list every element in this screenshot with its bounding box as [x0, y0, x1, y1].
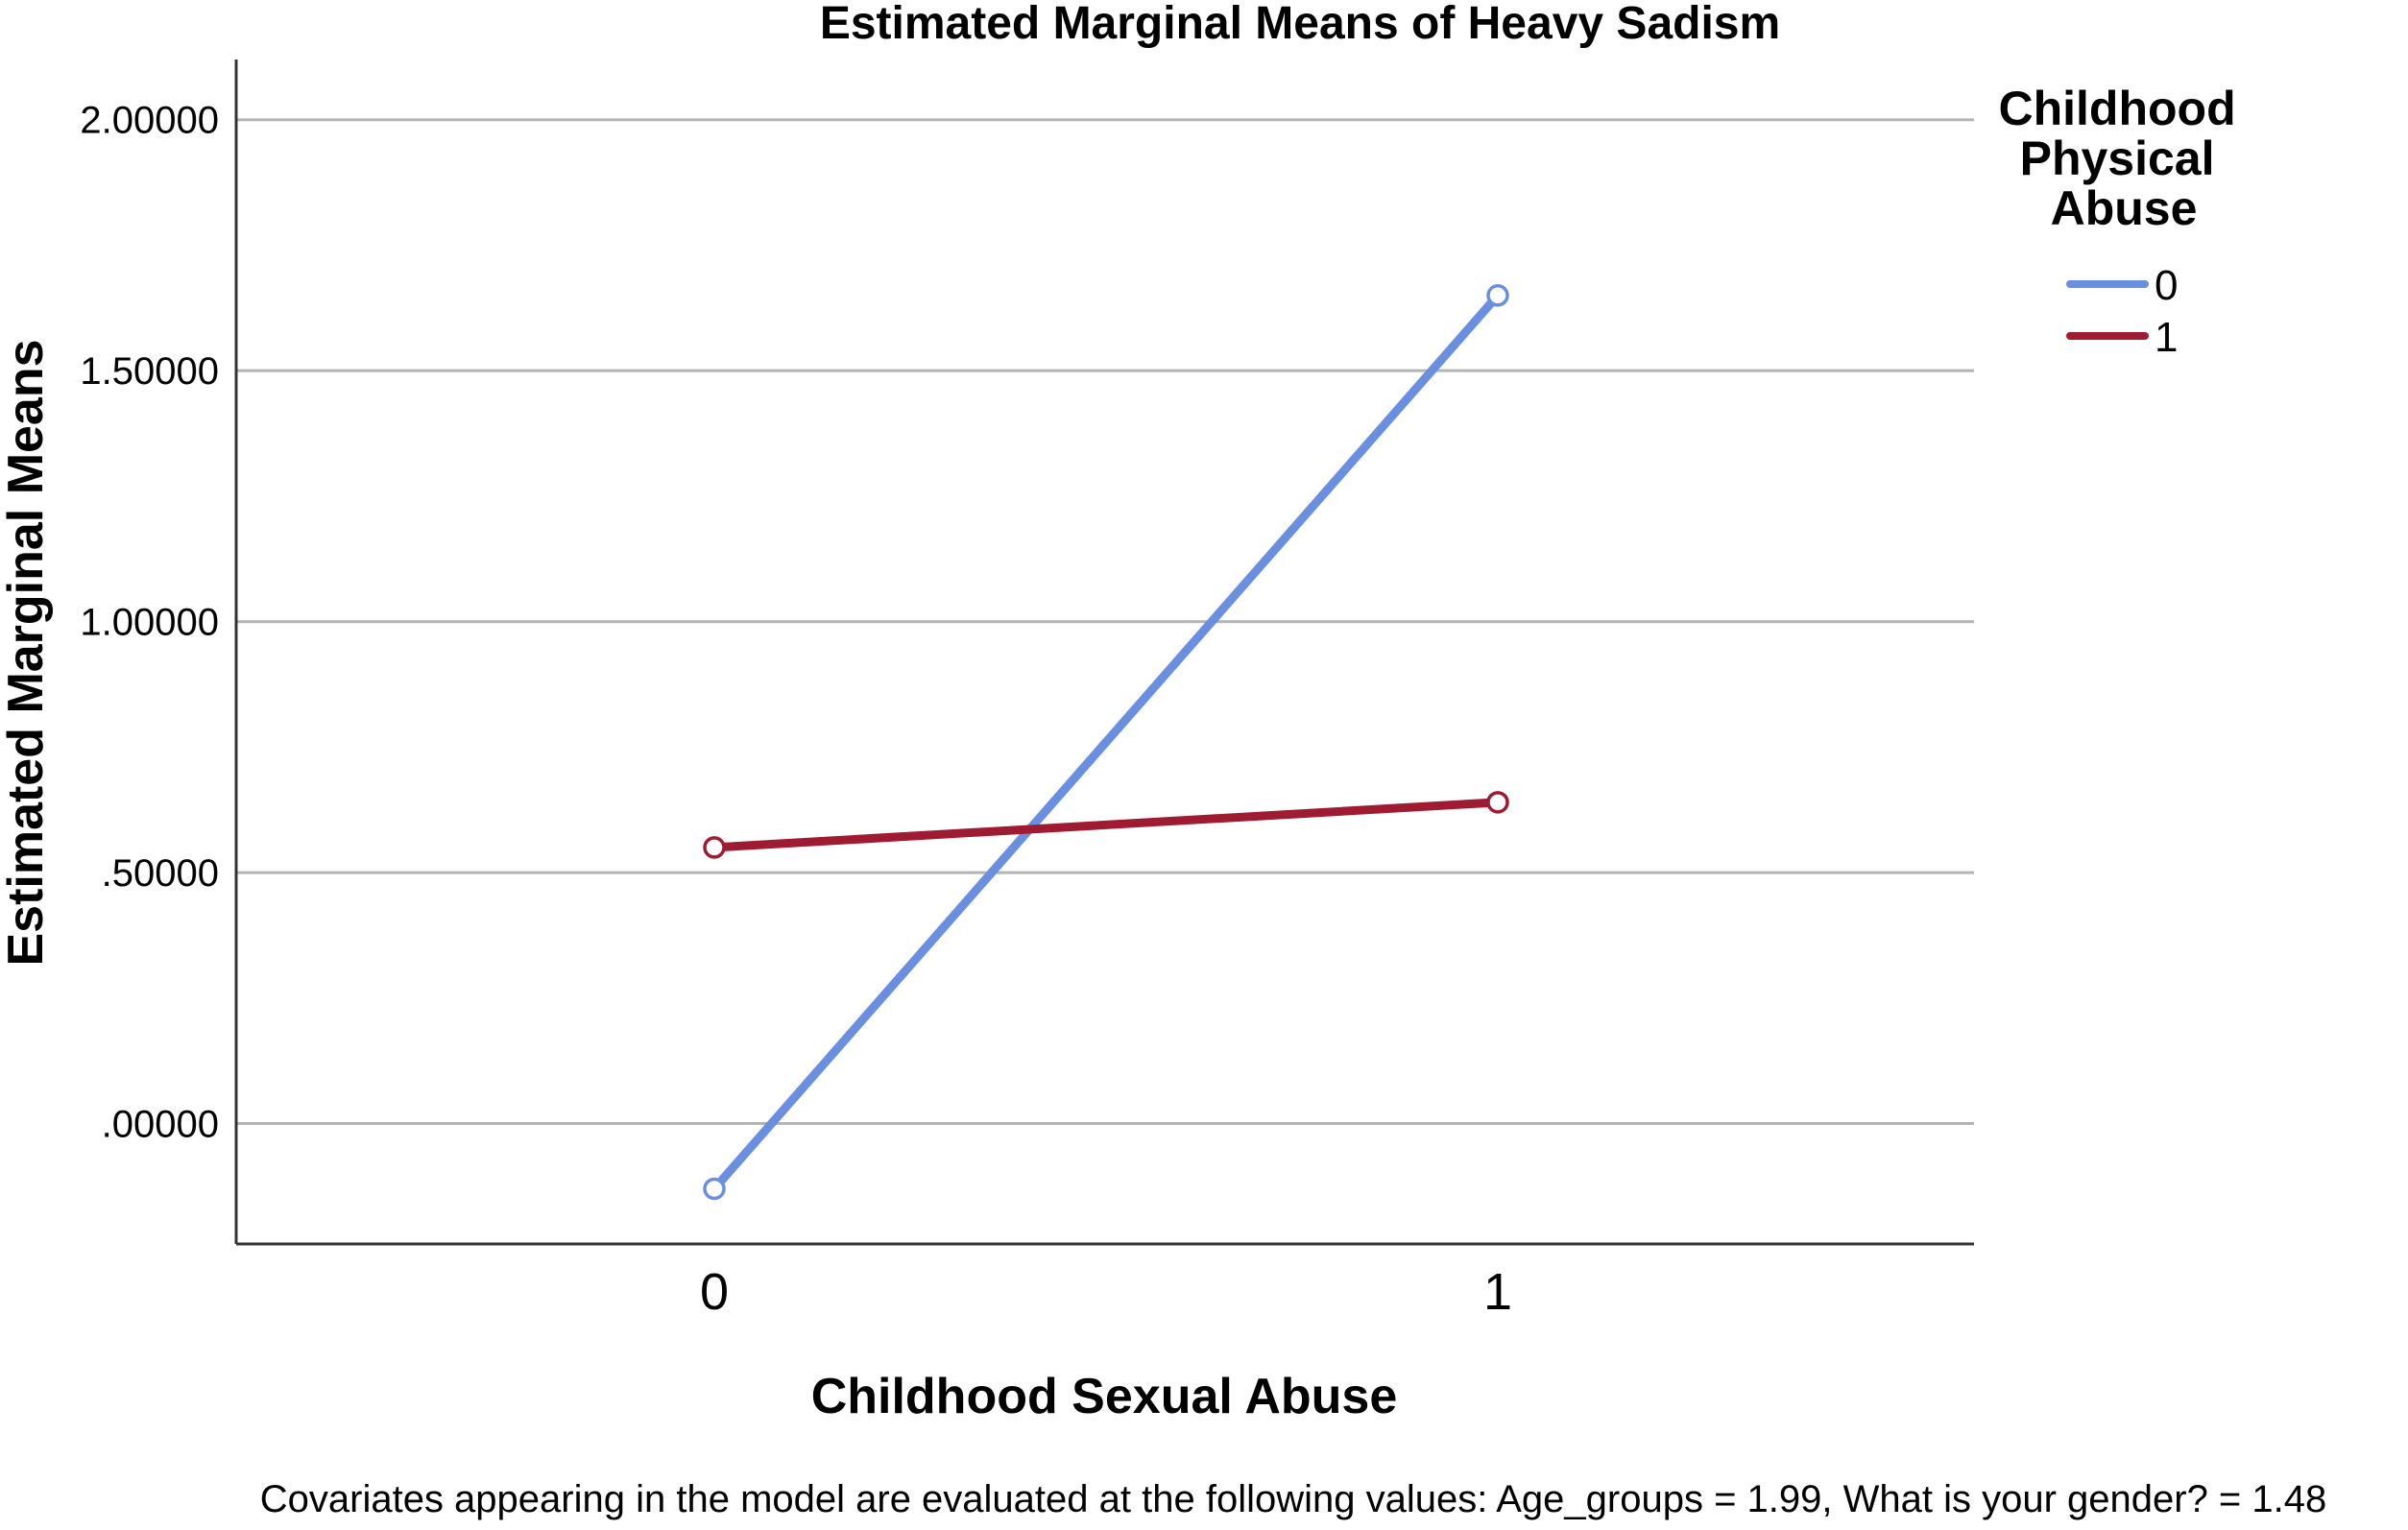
y-axis-label: Estimated Marginal Means	[0, 339, 54, 966]
legend-title-line: Childhood	[1998, 82, 2235, 135]
legend-title-line: Abuse	[2051, 181, 2198, 235]
x-tick-label: 0	[700, 1263, 729, 1321]
y-tick-label: 1.00000	[80, 602, 219, 644]
data-point-marker	[1486, 284, 1509, 307]
data-point-marker	[703, 1177, 726, 1201]
y-tick-labels: .00000 .50000 1.00000 1.50000 2.00000	[80, 100, 219, 1146]
legend-label-series-0: 0	[2155, 262, 2178, 309]
data-point-marker	[703, 836, 726, 859]
data-point-marker	[1486, 791, 1509, 814]
legend-label-series-1: 1	[2155, 314, 2178, 361]
y-tick-label: 2.00000	[80, 100, 219, 142]
x-axis-label: Childhood Sexual Abuse	[811, 1369, 1398, 1424]
series-line-1	[710, 798, 1503, 852]
series-line-0	[710, 291, 1503, 1193]
series-markers	[703, 284, 1509, 1201]
chart-title: Estimated Marginal Means of Heavy Sadism	[820, 0, 1780, 49]
y-tick-label: 1.50000	[80, 350, 219, 393]
legend-title-line: Physical	[2020, 131, 2215, 185]
y-tick-label: .00000	[102, 1104, 219, 1146]
legend-title: Childhood Physical Abuse	[1998, 82, 2249, 235]
y-tick-label: .50000	[102, 852, 219, 895]
series-lines	[710, 291, 1503, 1193]
gridlines	[236, 118, 1974, 1126]
legend: Childhood Physical Abuse 0 1	[1998, 82, 2249, 361]
footnote: Covariates appearing in the model are ev…	[260, 1478, 2327, 1520]
axes	[234, 60, 1974, 1246]
x-tick-label: 1	[1483, 1263, 1512, 1321]
